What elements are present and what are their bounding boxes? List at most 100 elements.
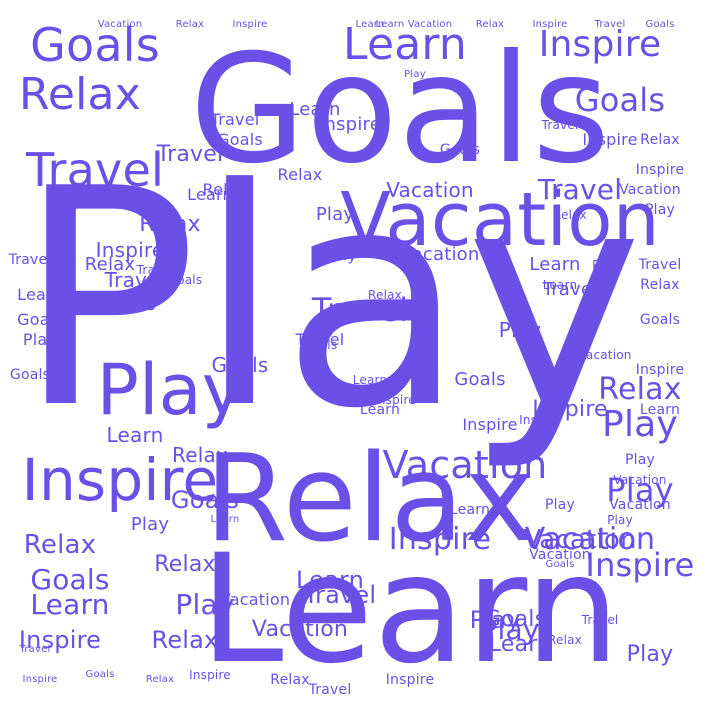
word-play: Play [16, 125, 644, 474]
word-learn: Learn [359, 402, 401, 418]
word-goals: Goals [454, 369, 506, 390]
word-play: Play [626, 642, 674, 667]
word-play: Play [480, 613, 540, 646]
word-relax: Relax [145, 674, 175, 685]
word-vacation: Vacation [529, 547, 591, 563]
word-goals: Goals [483, 607, 547, 632]
word-inspire: Inspire [374, 393, 416, 407]
word-vacation: Vacation [382, 443, 548, 487]
word-inspire: Inspire [532, 19, 568, 30]
word-goals: Goals [211, 353, 269, 377]
word-learn: Learn [639, 402, 681, 418]
word-play: Play [96, 349, 244, 431]
word-travel: Travel [156, 142, 224, 167]
word-learn: Learn [352, 373, 388, 387]
word-travel: Travel [542, 279, 598, 300]
word-learn: Learn [295, 566, 365, 594]
word-learn: Learn [542, 278, 578, 292]
word-relax: Relax [368, 288, 402, 302]
word-learn: Learn [343, 19, 467, 70]
word-play: Play [625, 452, 655, 468]
word-goals: Goals [167, 273, 203, 287]
word-play: Play [602, 404, 678, 445]
word-travel: Travel [581, 613, 619, 627]
word-inspire: Inspire [635, 362, 685, 378]
word-play: Play [607, 513, 633, 527]
word-goals: Goals [574, 81, 666, 119]
word-play: Play [322, 245, 358, 264]
word-learn: Learn [355, 19, 385, 30]
word-goals: Goals [104, 294, 156, 315]
word-relax: Relax [151, 626, 219, 654]
word-inspire: Inspire [318, 114, 382, 135]
word-relax: Relax [270, 672, 310, 688]
word-inspire: Inspire [582, 130, 638, 149]
word-inspire: Inspire [519, 413, 561, 427]
word-play: Play [404, 69, 426, 80]
word-inspire: Inspire [385, 672, 435, 688]
word-relax: Relax [154, 552, 216, 577]
word-inspire: Inspire [189, 668, 231, 682]
word-inspire: Inspire [635, 162, 685, 178]
word-relax: Relax [202, 180, 248, 199]
word-goals: Goals [645, 19, 675, 30]
word-vacation: Vacation [524, 522, 656, 557]
word-travel: Travel [26, 143, 164, 197]
word-play: Play [469, 606, 521, 634]
word-play: Play [545, 497, 575, 513]
word-goals: Goals [545, 559, 575, 570]
word-goals: Goals [30, 563, 110, 596]
word-play: Play [645, 202, 675, 218]
word-learn: Learn [30, 588, 110, 621]
word-learn: Learn [199, 523, 621, 697]
word-play: Play [592, 258, 618, 272]
word-vacation: Vacation [400, 244, 480, 265]
word-goals: Goals [302, 338, 338, 352]
word-travel: Travel [594, 19, 626, 30]
word-travel: Travel [303, 581, 377, 609]
word-goals: Goals [30, 18, 160, 72]
word-vacation: Vacation [619, 182, 681, 198]
word-travel: Travel [638, 257, 682, 273]
word-learn: Learn [17, 285, 63, 304]
word-inspire: Inspire [95, 238, 165, 262]
word-vacation: Vacation [523, 525, 637, 555]
word-vacation: Vacation [578, 348, 632, 362]
word-relax: Relax [553, 208, 587, 222]
word-relax: Relax [172, 443, 228, 467]
word-learn: Learn [289, 99, 341, 120]
word-inspire: Inspire [585, 546, 695, 584]
word-goals: Goals [85, 669, 115, 680]
word-vacation: Vacation [609, 497, 671, 513]
word-travel: Travel [311, 291, 409, 329]
word-inspire: Inspire [538, 24, 662, 65]
word-travel: Travel [136, 263, 174, 277]
word-learn: Learn [449, 502, 491, 518]
word-relax: Relax [640, 277, 680, 293]
word-travel: Travel [295, 330, 345, 349]
word-goals: Goals [639, 312, 681, 328]
word-goals: Goals [9, 367, 51, 383]
word-vacation: Vacation [219, 590, 291, 609]
word-travel: Travel [8, 252, 52, 268]
word-learn: Learn [488, 632, 552, 657]
word-inspire: Inspire [22, 674, 58, 685]
word-relax: Relax [277, 165, 323, 184]
word-relax: Relax [19, 69, 141, 120]
word-goals: Goals [217, 130, 263, 149]
word-relax: Relax [23, 530, 97, 560]
word-vacation: Vacation [340, 177, 660, 263]
word-play: Play [315, 204, 355, 225]
word-vacation: Vacation [251, 617, 349, 642]
word-vacation: Vacation [407, 19, 453, 30]
word-travel: Travel [541, 118, 579, 132]
word-travel: Travel [19, 644, 51, 655]
word-play: Play [22, 330, 58, 349]
word-goals: Goals [189, 23, 611, 197]
word-learn: Learn [375, 19, 405, 30]
word-inspire: Inspire [21, 446, 219, 514]
word-vacation: Vacation [97, 19, 143, 30]
word-learn: Learn [187, 185, 233, 204]
word-inspire: Inspire [18, 626, 102, 654]
